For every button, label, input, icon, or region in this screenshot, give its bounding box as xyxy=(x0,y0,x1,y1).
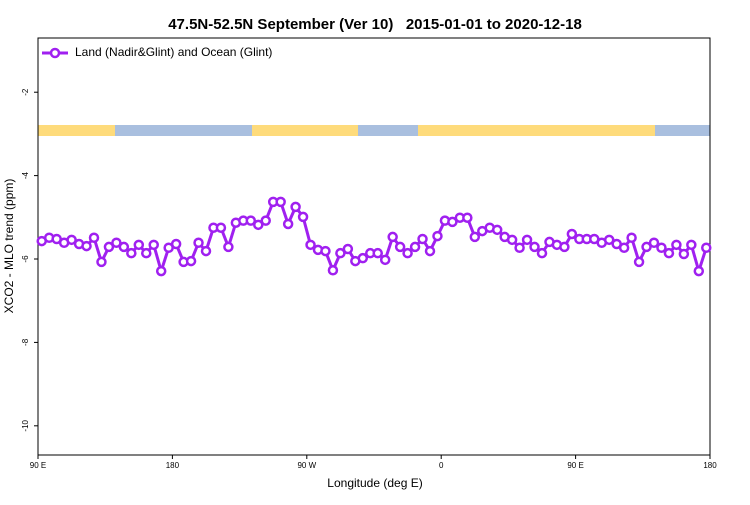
data-point xyxy=(521,234,533,246)
legend-label: Land (Nadir&Glint) and Ocean (Glint) xyxy=(75,45,272,59)
data-point xyxy=(603,234,615,246)
data-point xyxy=(155,265,167,277)
data-point xyxy=(185,255,197,267)
data-point xyxy=(245,215,257,226)
data-point xyxy=(678,248,690,260)
y-tick-label: -10 xyxy=(21,419,30,431)
data-point xyxy=(335,247,346,259)
data-point xyxy=(357,252,369,264)
data-point xyxy=(297,211,309,223)
data-point xyxy=(536,247,548,259)
x-tick-label: 180 xyxy=(703,461,717,470)
data-point xyxy=(626,232,637,243)
data-point xyxy=(686,239,697,251)
y-tick-label: -6 xyxy=(21,255,30,263)
data-point xyxy=(462,212,473,223)
data-point xyxy=(170,238,182,250)
data-point xyxy=(491,224,503,236)
chart-title: 47.5N-52.5N September (Ver 10) 2015-01-0… xyxy=(168,16,582,33)
data-point xyxy=(618,242,630,254)
x-tick-label: 180 xyxy=(166,461,180,470)
data-point xyxy=(141,247,152,259)
land-ocean-strip xyxy=(38,125,710,136)
data-point xyxy=(66,234,77,246)
data-point xyxy=(656,242,667,254)
data-point xyxy=(111,237,122,248)
data-point xyxy=(417,233,428,245)
data-point xyxy=(126,247,137,259)
data-point xyxy=(148,239,159,251)
x-tick-label: 0 xyxy=(439,461,444,470)
data-point xyxy=(648,237,660,248)
data-point xyxy=(118,241,130,253)
data-point xyxy=(432,230,443,242)
data-point xyxy=(88,232,100,243)
data-point xyxy=(200,245,212,257)
data-point xyxy=(223,241,234,253)
data-point xyxy=(409,241,421,253)
data-point xyxy=(379,254,391,266)
y-axis-label: XCO2 - MLO trend (ppm) xyxy=(2,179,16,314)
data-point xyxy=(559,241,570,253)
data-point xyxy=(447,216,458,228)
legend-entry: Land (Nadir&Glint) and Ocean (Glint) xyxy=(42,45,272,59)
x-tick-label: 90 E xyxy=(30,461,46,470)
data-point xyxy=(671,239,682,251)
x-tick-label: 90 W xyxy=(297,461,316,470)
y-tick-label: -4 xyxy=(21,172,30,180)
data-point xyxy=(387,231,398,243)
data-point xyxy=(282,218,294,230)
data-point xyxy=(327,265,339,276)
data-point xyxy=(693,265,705,277)
data-point xyxy=(394,241,406,253)
data-point xyxy=(133,239,145,251)
data-point xyxy=(633,256,645,268)
data-point xyxy=(372,247,383,259)
x-tick-label: 90 E xyxy=(567,461,583,470)
x-axis-label: Longitude (deg E) xyxy=(327,476,422,490)
data-point xyxy=(566,228,578,240)
data-point xyxy=(253,219,264,231)
data-point xyxy=(96,256,107,268)
data-point xyxy=(663,247,675,259)
y-tick-label: -8 xyxy=(21,338,30,346)
data-point xyxy=(290,201,301,213)
data-point xyxy=(514,242,525,254)
data-point xyxy=(260,215,271,226)
data-point xyxy=(305,239,316,251)
data-point xyxy=(103,241,115,253)
data-point xyxy=(469,231,481,243)
data-point xyxy=(506,234,518,246)
data-point xyxy=(402,247,413,259)
data-point xyxy=(424,245,436,257)
legend-marker xyxy=(49,47,61,59)
data-point xyxy=(701,242,712,254)
data-point xyxy=(275,196,286,208)
y-tick-label: -2 xyxy=(21,88,30,96)
data-point xyxy=(81,240,92,252)
data-point xyxy=(342,243,354,255)
data-point xyxy=(193,237,204,248)
data-point xyxy=(641,241,652,253)
data-point xyxy=(529,241,540,253)
data-point xyxy=(215,222,227,233)
data-point xyxy=(320,245,331,257)
